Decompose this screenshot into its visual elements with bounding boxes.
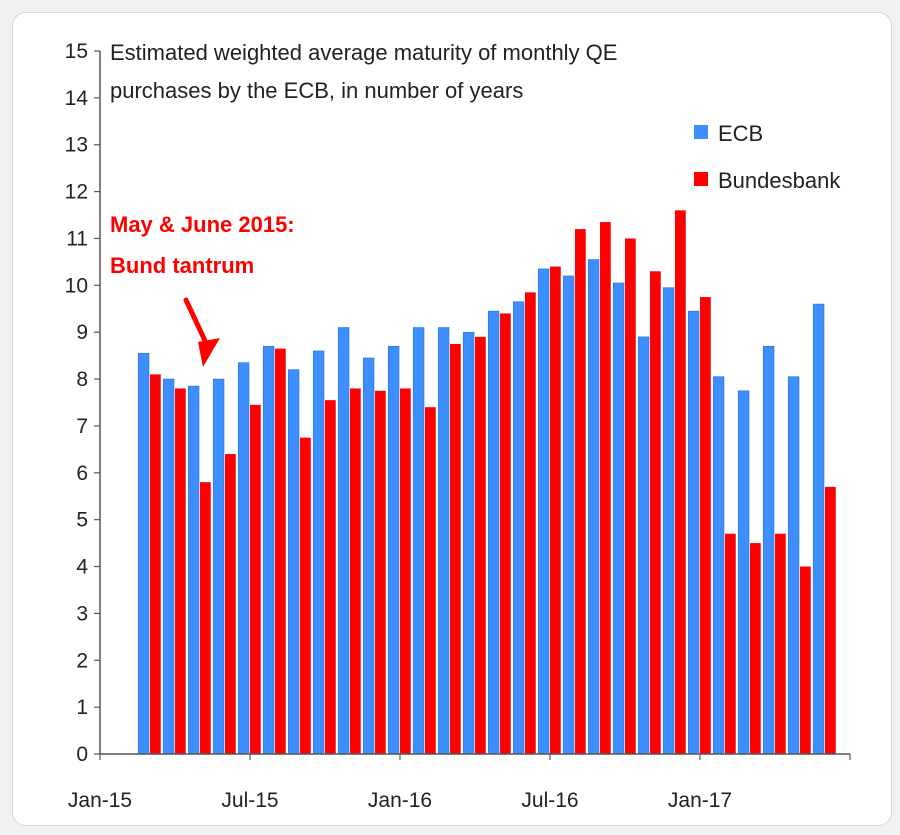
bar-ecb-2017-06 <box>812 303 825 755</box>
bar-bundesbank-2017-05 <box>800 566 811 754</box>
bar-bundesbank-2015-11 <box>350 388 361 754</box>
bar-bundesbank-2016-09 <box>600 222 611 754</box>
bar-ecb-2015-09 <box>287 369 300 755</box>
bar-bundesbank-2016-11 <box>650 271 661 754</box>
bar-ecb-2016-07 <box>537 268 550 755</box>
y-tick-label: 1 <box>76 696 88 719</box>
chart-title-line-2: purchases by the ECB, in number of years <box>110 78 523 103</box>
y-tick-label: 9 <box>76 321 88 344</box>
bar-bundesbank-2016-10 <box>625 238 636 754</box>
annotation-line-2: Bund tantrum <box>110 253 254 278</box>
bar-bundesbank-2017-06 <box>825 486 836 754</box>
y-tick-label: 5 <box>76 509 88 532</box>
bar-ecb-2015-12 <box>362 357 375 755</box>
bar-ecb-2016-03 <box>437 327 450 755</box>
y-tick-label: 7 <box>76 415 88 438</box>
bar-ecb-2015-04 <box>162 378 175 755</box>
bar-bundesbank-2015-08 <box>275 348 286 754</box>
bar-ecb-2016-09 <box>587 259 600 755</box>
bar-bundesbank-2015-10 <box>325 400 336 754</box>
y-tick-label: 10 <box>65 274 88 297</box>
bar-bundesbank-2016-04 <box>475 336 486 754</box>
bar-ecb-2015-07 <box>237 362 250 755</box>
bar-ecb-2015-05 <box>187 385 200 755</box>
bar-bundesbank-2015-06 <box>225 454 236 754</box>
x-tick-label: Jan-16 <box>368 789 432 812</box>
bar-ecb-2016-12 <box>662 287 675 755</box>
bar-bundesbank-2017-01 <box>700 297 711 754</box>
bars-layer <box>137 210 836 755</box>
bar-bundesbank-2017-02 <box>725 533 736 754</box>
bar-ecb-2016-04 <box>462 331 475 755</box>
bar-ecb-2017-03 <box>737 390 750 755</box>
bar-bundesbank-2015-04 <box>175 388 186 754</box>
bar-ecb-2015-03 <box>137 352 150 755</box>
bar-ecb-2016-06 <box>512 301 525 755</box>
y-tick-label: 3 <box>76 602 88 625</box>
bar-ecb-2015-08 <box>262 345 275 755</box>
chart-title-line-1: Estimated weighted average maturity of m… <box>110 40 617 65</box>
y-tick-label: 15 <box>65 40 88 63</box>
legend-swatch-bundesbank <box>694 172 708 186</box>
bar-ecb-2017-05 <box>787 376 800 755</box>
bar-ecb-2016-08 <box>562 275 575 755</box>
bar-ecb-2017-02 <box>712 376 725 755</box>
bar-ecb-2015-11 <box>337 327 350 755</box>
legend-swatch-ecb <box>694 125 708 139</box>
y-tick-label: 4 <box>76 556 88 579</box>
y-tick-label: 8 <box>76 368 88 391</box>
legend: ECB Bundesbank <box>694 121 841 193</box>
x-tick-label: Jul-16 <box>521 789 578 812</box>
bar-ecb-2015-10 <box>312 350 325 755</box>
y-tick-label: 13 <box>65 134 88 157</box>
y-tick-label: 2 <box>76 649 88 672</box>
bar-ecb-2015-06 <box>212 378 225 755</box>
y-tick-label: 12 <box>65 181 88 204</box>
bar-ecb-2017-01 <box>687 310 700 755</box>
bar-bundesbank-2015-03 <box>150 374 161 754</box>
annotation-line-1: May & June 2015: <box>110 212 295 237</box>
bar-ecb-2016-11 <box>637 336 650 755</box>
bar-bundesbank-2016-12 <box>675 210 686 754</box>
annotation-arrow-head <box>198 338 220 367</box>
x-tick-label: Jan-17 <box>668 789 732 812</box>
bar-ecb-2016-05 <box>487 310 500 755</box>
x-tick-label: Jul-15 <box>221 789 278 812</box>
bar-bundesbank-2015-05 <box>200 482 211 754</box>
bar-bundesbank-2016-05 <box>500 313 511 754</box>
y-tick-label: 14 <box>65 87 89 110</box>
bar-ecb-2017-04 <box>762 345 775 755</box>
annotation-arrow-shaft <box>183 297 210 348</box>
bar-ecb-2016-02 <box>412 327 425 755</box>
bar-bundesbank-2017-04 <box>775 533 786 754</box>
bar-bundesbank-2016-07 <box>550 266 561 754</box>
bar-bundesbank-2016-03 <box>450 343 461 754</box>
legend-label-ecb: ECB <box>718 121 763 146</box>
bar-ecb-2016-01 <box>387 345 400 755</box>
annotation: May & June 2015: Bund tantrum <box>110 212 295 367</box>
bar-ecb-2016-10 <box>612 282 625 755</box>
bar-bundesbank-2016-02 <box>425 407 436 754</box>
bar-bundesbank-2016-06 <box>525 292 536 754</box>
y-tick-label: 0 <box>76 743 88 766</box>
axes-layer <box>99 51 850 755</box>
y-tick-label: 11 <box>66 227 88 250</box>
bar-bundesbank-2015-12 <box>375 390 386 754</box>
x-ticks: Jan-15 Jul-15 Jan-16 Jul-16 Jan-17 <box>68 754 851 812</box>
bar-bundesbank-2017-03 <box>750 543 761 754</box>
bar-bundesbank-2016-01 <box>400 388 411 754</box>
bar-bundesbank-2016-08 <box>575 229 586 755</box>
bar-bundesbank-2015-09 <box>300 437 311 754</box>
bar-bundesbank-2015-07 <box>250 404 261 754</box>
y-tick-label: 6 <box>76 462 88 485</box>
x-tick-label: Jan-15 <box>68 789 132 812</box>
legend-label-bundesbank: Bundesbank <box>718 168 841 193</box>
